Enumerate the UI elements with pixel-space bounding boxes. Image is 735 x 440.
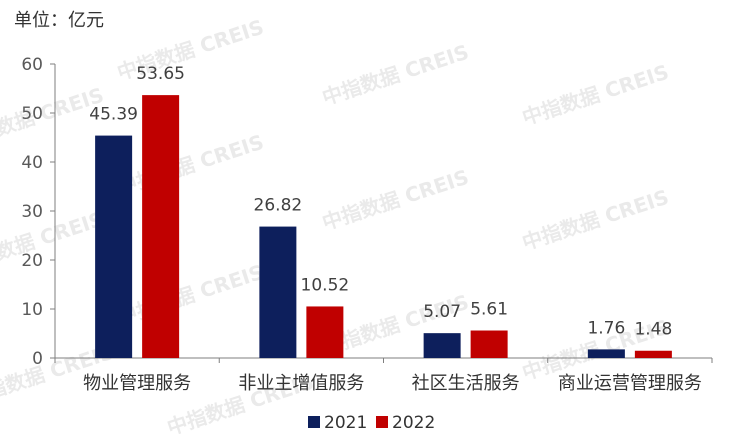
y-tick-label: 60: [21, 55, 43, 75]
watermark-text: 中指数据 CREIS: [319, 40, 472, 110]
legend-label-2022: 2022: [392, 413, 435, 433]
data-label: 10.52: [301, 275, 350, 295]
data-label: 45.39: [89, 105, 138, 125]
bar-2021: [587, 349, 625, 358]
y-tick-label: 20: [21, 251, 43, 271]
watermark-text: 中指数据 CREIS: [519, 60, 672, 130]
legend-label-2021: 2021: [324, 413, 367, 433]
data-label: 1.48: [634, 320, 672, 340]
bar-2022: [142, 95, 180, 359]
data-label: 53.65: [136, 64, 185, 84]
unit-label: 单位：亿元: [14, 10, 104, 31]
data-label: 26.82: [254, 196, 303, 216]
category-label: 非业主增值服务: [238, 373, 364, 394]
axes: 0 10 20 30 40 50 60 物业管理服务 非业主增值服务 社区生活服务 商业运营管理服务: [21, 55, 713, 394]
bar-2021: [259, 226, 297, 358]
legend: 2021 2022: [308, 413, 435, 433]
y-tick-label: 10: [21, 300, 43, 320]
legend-swatch-2021: [308, 416, 320, 428]
bar-2021: [423, 333, 461, 358]
data-label: 5.07: [423, 302, 461, 322]
category-label: 物业管理服务: [83, 373, 191, 394]
data-labels: 45.39 26.82 5.07 1.76 53.65 10.52 5.61 1.48: [89, 64, 672, 340]
bars: [95, 95, 672, 359]
legend-swatch-2022: [376, 416, 388, 428]
bar-2022: [306, 306, 344, 358]
data-label: 1.76: [587, 318, 625, 338]
watermark-text: 中指数据 CREIS: [519, 185, 672, 255]
bar-2021: [95, 135, 133, 358]
y-tick-label: 0: [32, 349, 43, 369]
y-tick-label: 30: [21, 202, 43, 222]
y-tick-label: 40: [21, 153, 43, 173]
y-tick-label: 50: [21, 104, 43, 124]
data-label: 5.61: [470, 300, 508, 320]
watermark-text: 中指数据 CREIS: [319, 165, 472, 235]
category-label: 社区生活服务: [412, 373, 520, 394]
watermark-text: 中指数据 CREIS: [114, 260, 267, 330]
watermark-text: 中指数据 CREIS: [0, 207, 107, 277]
watermark-text: 中指数据 CREIS: [114, 130, 267, 200]
bar-2022: [470, 330, 508, 358]
category-label: 商业运营管理服务: [558, 373, 702, 394]
bar-2022: [634, 350, 672, 358]
